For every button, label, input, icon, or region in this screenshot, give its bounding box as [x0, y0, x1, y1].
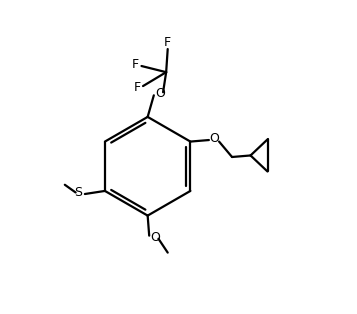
Text: O: O — [210, 132, 220, 145]
Text: O: O — [150, 231, 160, 244]
Text: F: F — [132, 58, 139, 71]
Text: F: F — [133, 81, 140, 94]
Text: S: S — [74, 186, 82, 199]
Text: O: O — [155, 87, 165, 100]
Text: F: F — [164, 36, 171, 49]
